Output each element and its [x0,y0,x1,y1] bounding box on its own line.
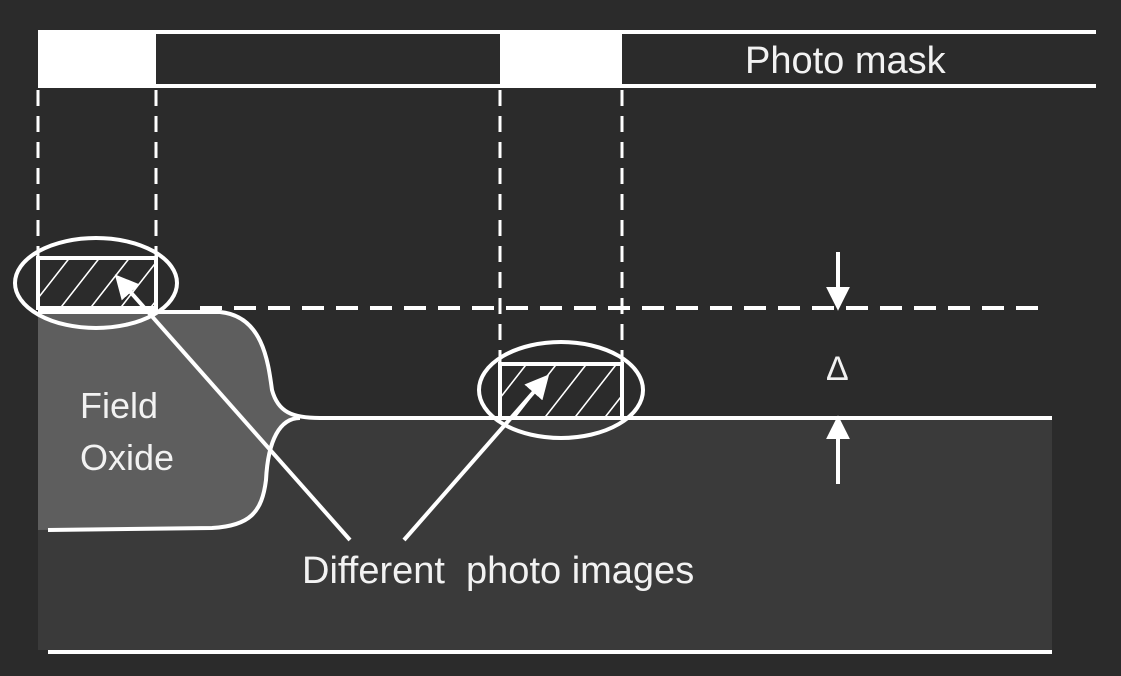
delta-symbol: Δ [826,350,849,388]
field-oxide-label-line2: Oxide [80,437,174,478]
oxide-lower-outline [47,416,301,532]
photo-mask-label: Photo mask [745,40,947,82]
pointer-line-right [402,374,550,542]
projection-lines [36,90,624,364]
highlight-ellipse-left [13,236,179,330]
mask-opening-left [38,32,156,86]
photo-mask [38,30,1096,88]
highlight-ellipse-right [477,340,645,440]
mask-opening-right [500,32,622,86]
surface-profile [38,310,1052,420]
different-photo-images-label: Different photo images [302,550,694,592]
field-oxide [38,312,320,530]
field-oxide-label-line1: Field [80,385,158,426]
pointer-line-left [114,274,352,542]
